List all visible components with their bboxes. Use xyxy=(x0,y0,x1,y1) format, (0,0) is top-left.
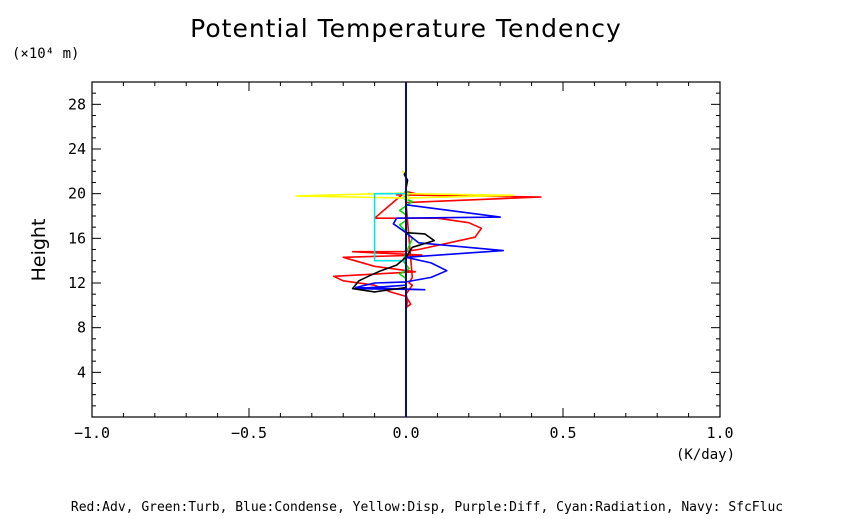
x-tick-label: −1.0 xyxy=(74,424,110,442)
x-tick-label: 0.0 xyxy=(392,424,419,442)
y-tick-label: 20 xyxy=(68,185,86,203)
y-tick-label: 8 xyxy=(77,319,86,337)
x-tick-label: −0.5 xyxy=(231,424,267,442)
x-tick-label: 1.0 xyxy=(706,424,733,442)
y-tick-label: 4 xyxy=(77,363,86,381)
y-tick-label: 28 xyxy=(68,95,86,113)
y-tick-label: 24 xyxy=(68,140,86,158)
series-line-adv xyxy=(332,82,542,417)
series-line-condense xyxy=(354,82,505,417)
y-tick-label: 16 xyxy=(68,229,86,247)
series-line-radiation xyxy=(373,82,407,417)
legend-text: Red:Adv, Green:Turb, Blue:Condense, Yell… xyxy=(70,500,784,515)
series-line-disp xyxy=(295,82,514,417)
x-tick-label: 0.5 xyxy=(549,424,576,442)
x-axis-unit: (K/day) xyxy=(676,447,736,463)
chart-title: Potential Temperature Tendency xyxy=(190,14,622,43)
series-line-total xyxy=(351,82,436,417)
y-axis-unit: (×10⁴ m) xyxy=(12,46,80,62)
y-tick-label: 12 xyxy=(68,274,86,292)
